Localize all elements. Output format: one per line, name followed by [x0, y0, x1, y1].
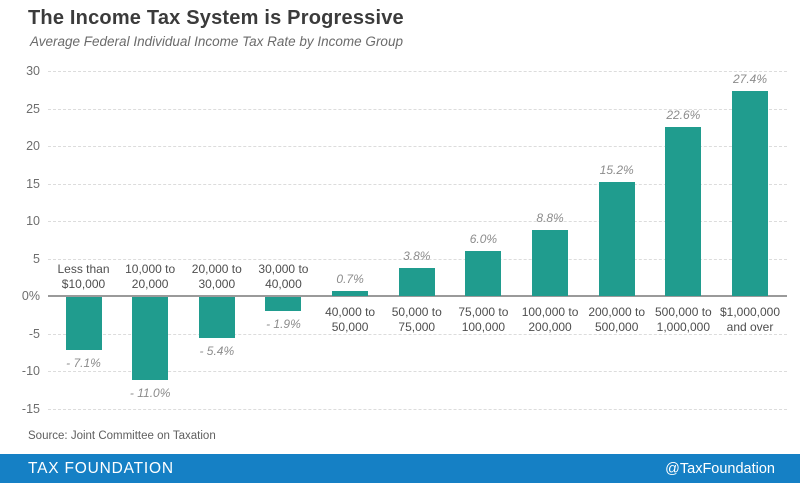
bar-value-label: - 5.4%: [199, 343, 235, 358]
x-axis-category-label: 75,000 to 100,000: [458, 305, 509, 334]
x-axis-category-label: 100,000 to 200,000: [521, 305, 579, 334]
bar: [198, 297, 235, 338]
y-axis-tick-label: -5: [28, 326, 40, 341]
gridline: [48, 408, 787, 410]
bar: [532, 230, 569, 296]
bar: [265, 297, 302, 312]
bar-value-label: 0.7%: [336, 271, 364, 286]
bar-chart: 30 25 20 15 10 5 0% -5 -10 -15 Less than $10,000 - 7…: [0, 60, 800, 420]
bar: [132, 297, 169, 380]
bar: [465, 251, 502, 296]
x-axis-category-label: 30,000 to 40,000: [258, 262, 309, 291]
gridline: [48, 371, 787, 372]
y-axis-tick-label: 30: [26, 64, 40, 78]
bar: [598, 182, 635, 296]
x-axis-category-label: 500,000 to 1,000,000: [654, 305, 712, 334]
bar: [332, 290, 369, 296]
gridline: [48, 258, 787, 260]
y-axis-tick-label: 10: [26, 214, 40, 228]
y-axis-tick-label: 25: [26, 101, 40, 116]
bar-value-label: 3.8%: [403, 248, 431, 263]
bar-value-label: 8.8%: [536, 211, 564, 225]
bar-value-label: 22.6%: [666, 107, 701, 122]
gridline: [48, 71, 787, 72]
x-axis-category-label: 10,000 to 20,000: [125, 262, 176, 291]
x-axis-category-label: $1,000,000 and over: [719, 305, 781, 334]
twitter-handle[interactable]: @TaxFoundation: [665, 460, 775, 477]
bar-value-label: - 11.0%: [129, 385, 171, 400]
x-axis-category-label: 40,000 to 50,000: [325, 305, 376, 334]
gridline: [48, 183, 787, 185]
page-title: The Income Tax System is Progressive: [28, 7, 404, 29]
bar: [732, 90, 768, 296]
y-axis-tick-label: -15: [21, 401, 40, 416]
bar-value-label: 27.4%: [732, 71, 768, 86]
bar-value-label: - 7.1%: [66, 356, 101, 371]
y-axis-tick-label: -10: [21, 364, 40, 378]
y-axis-tick-label: 5: [33, 251, 40, 266]
y-axis-tick-label: 15: [26, 176, 40, 191]
source-note: Source: Joint Committee on Taxation: [28, 430, 216, 442]
footer-bar: TAX FOUNDATION @TaxFoundation: [0, 454, 800, 483]
gridline: [48, 333, 787, 335]
gridline: [48, 221, 787, 222]
x-axis-category-label: 200,000 to 500,000: [588, 305, 646, 334]
x-axis-category-label: 20,000 to 30,000: [191, 262, 242, 291]
x-axis-category-label: 50,000 to 75,000: [391, 305, 442, 334]
bar-value-label: 15.2%: [599, 163, 634, 177]
bar: [665, 126, 702, 296]
y-axis-tick-label: 0%: [21, 289, 40, 303]
y-axis-tick-label: 20: [26, 139, 40, 153]
gridline: [48, 108, 787, 110]
chart-subtitle: Average Federal Individual Income Tax Ra…: [30, 34, 403, 49]
bar-value-label: 6.0%: [469, 232, 498, 246]
zero-baseline: [48, 295, 787, 297]
bar: [398, 267, 435, 296]
gridline: [48, 146, 787, 147]
x-axis-category-label: Less than $10,000: [57, 262, 110, 291]
bar: [65, 297, 102, 351]
brand-name: TAX FOUNDATION: [28, 459, 174, 477]
bar-value-label: - 1.9%: [266, 317, 301, 332]
